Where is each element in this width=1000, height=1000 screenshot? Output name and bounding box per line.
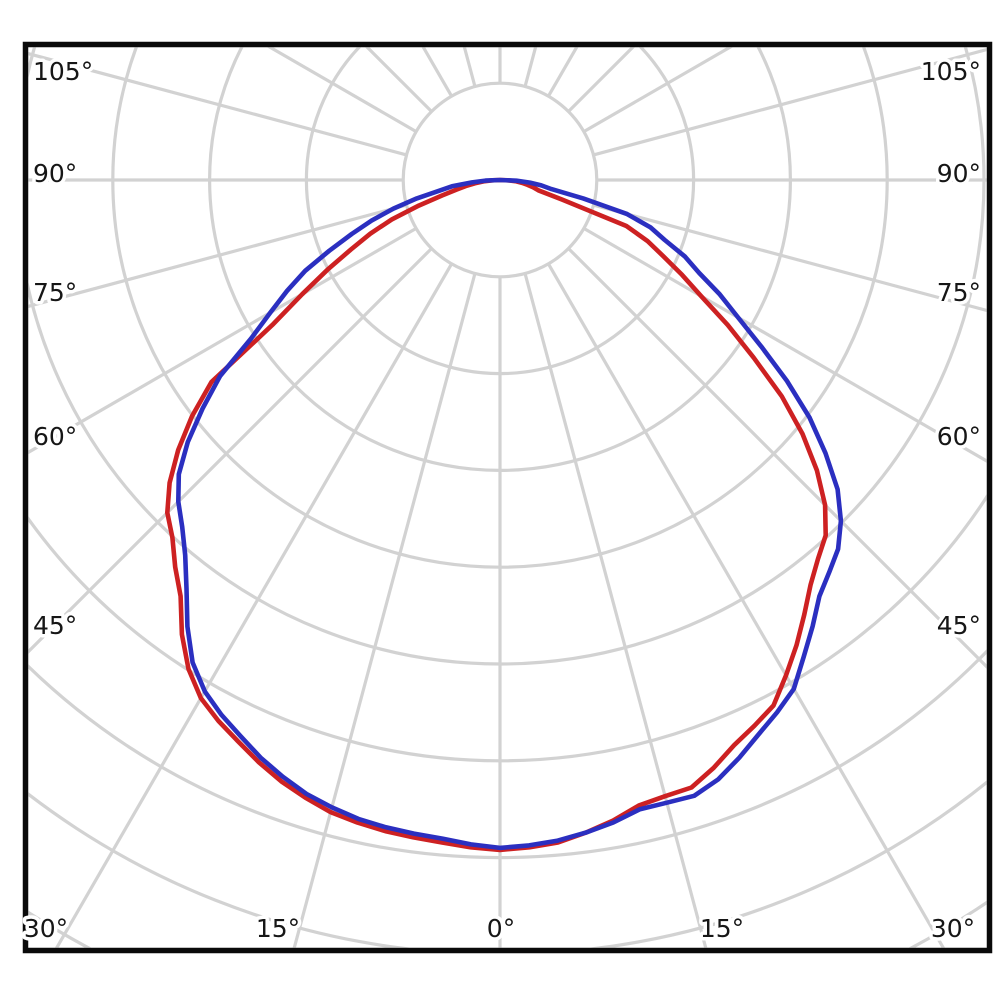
angle-label-right-45: 45° bbox=[937, 611, 981, 640]
angle-label-bottom-15: 15° bbox=[256, 914, 300, 943]
angle-label-left-60: 60° bbox=[33, 422, 77, 451]
angle-label-left-75: 75° bbox=[33, 278, 77, 307]
angle-label-bottom-0: 0° bbox=[487, 914, 515, 943]
chart-frame bbox=[22, 41, 993, 954]
grid-spoke bbox=[547, 263, 945, 948]
grid-spoke bbox=[523, 273, 708, 948]
angle-label-bottom-30: 30° bbox=[931, 914, 975, 943]
angle-label-right-90: 90° bbox=[937, 159, 981, 188]
grid-spoke bbox=[28, 227, 417, 455]
grid-spoke bbox=[593, 47, 987, 157]
angle-labels: 105° 90° 75° 60° 45° 105° 90° 75° 60° 45° 30° 15° 0°… bbox=[20, 54, 984, 947]
red-curve bbox=[165, 177, 829, 853]
grid-spoke bbox=[28, 203, 407, 308]
grid-spoke bbox=[365, 47, 433, 113]
angle-label-left-105: 105° bbox=[33, 57, 93, 86]
angle-label-bottom-15: 15° bbox=[700, 914, 744, 943]
angle-label-left-45: 45° bbox=[33, 611, 77, 640]
angle-label-right-75: 75° bbox=[937, 278, 981, 307]
grid-spoke bbox=[28, 52, 407, 157]
blue-curve bbox=[176, 177, 844, 851]
grid-spoke bbox=[28, 247, 433, 654]
angle-label-left-90: 90° bbox=[33, 159, 77, 188]
grid-spoke bbox=[583, 227, 987, 463]
grid-spoke bbox=[567, 247, 987, 669]
grid-spoke bbox=[567, 47, 635, 113]
grid-spoke bbox=[593, 203, 987, 313]
grid-spoke bbox=[292, 273, 477, 948]
intensity-curves bbox=[165, 177, 844, 853]
angle-label-right-105: 105° bbox=[921, 57, 981, 86]
angle-label-bottom-30: 30° bbox=[24, 914, 68, 943]
grid-spoke bbox=[55, 263, 453, 948]
angle-label-right-60: 60° bbox=[937, 422, 981, 451]
